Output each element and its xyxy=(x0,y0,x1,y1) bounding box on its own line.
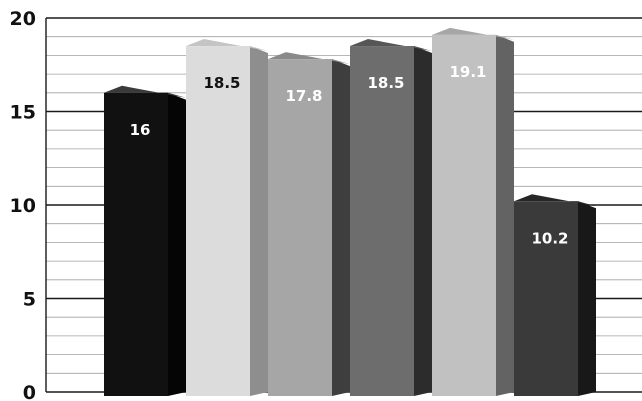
y-tick-label: 10 xyxy=(10,195,36,217)
bar-side-face xyxy=(496,34,514,396)
bar-side-face xyxy=(578,201,596,396)
bar-top-face xyxy=(104,85,186,98)
bar-top-face xyxy=(268,52,350,65)
bar-top-face xyxy=(186,39,268,52)
bar-front-face xyxy=(268,59,332,396)
y-tick-label: 0 xyxy=(23,382,36,401)
bars: 16 18.5 17.8 18.5 19.1 10.2 xyxy=(104,27,596,397)
bar: 16 xyxy=(104,85,186,397)
bar: 19.1 xyxy=(432,27,514,397)
bar-front-face xyxy=(104,92,168,397)
data-label: 16 xyxy=(130,121,151,139)
bar-side-face xyxy=(168,92,186,397)
bar-top-face xyxy=(432,27,514,40)
y-tick-label: 15 xyxy=(10,102,36,124)
bar: 10.2 xyxy=(514,194,596,396)
data-label: 10.2 xyxy=(531,229,568,247)
bar-front-face xyxy=(514,201,578,396)
bar-top-face xyxy=(350,39,432,52)
data-label: 17.8 xyxy=(285,87,322,105)
bar-front-face xyxy=(186,46,250,397)
y-tick-label: 5 xyxy=(23,289,36,311)
bar-front-face xyxy=(350,46,414,397)
bar-top-face xyxy=(514,194,596,207)
y-tick-label: 20 xyxy=(10,8,36,30)
bar-front-face xyxy=(432,34,496,397)
data-label: 19.1 xyxy=(449,63,486,81)
data-label: 18.5 xyxy=(367,74,404,92)
y-axis-tick-labels: 0 5 10 15 20 xyxy=(10,8,36,401)
bar-side-face xyxy=(414,46,432,397)
bar: 17.8 xyxy=(268,52,350,396)
bar: 18.5 xyxy=(350,39,432,397)
bar: 18.5 xyxy=(186,39,268,397)
bar-side-face xyxy=(332,59,350,396)
bar-side-face xyxy=(250,46,268,397)
data-label: 18.5 xyxy=(203,74,240,92)
